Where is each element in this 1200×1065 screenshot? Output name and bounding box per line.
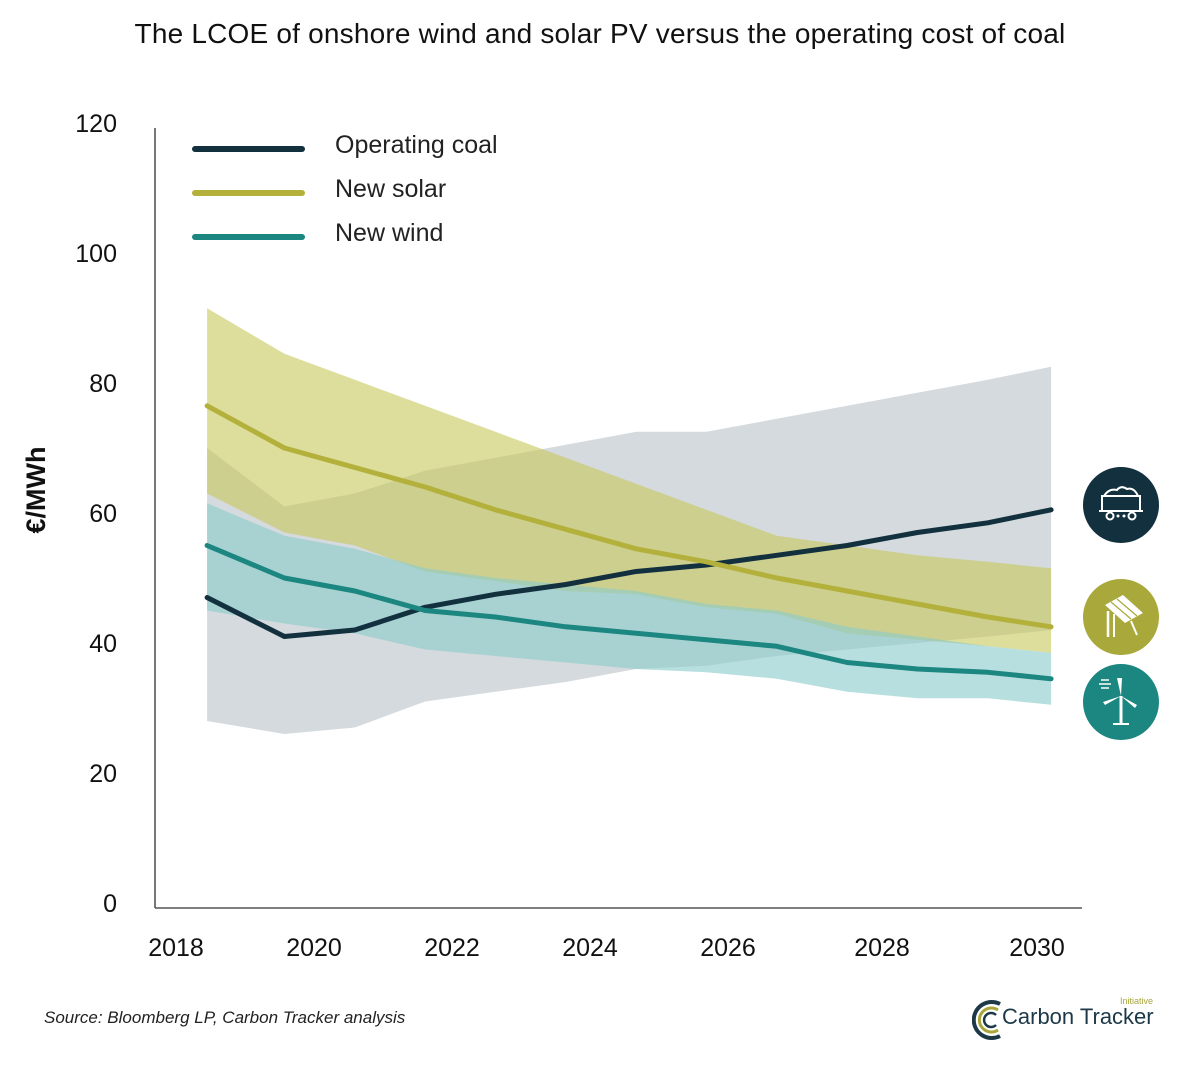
series-lines	[204, 403, 1054, 682]
carbon-tracker-logo-icon	[972, 1000, 1001, 1040]
chart-title: The LCOE of onshore wind and solar PV ve…	[134, 18, 1066, 49]
y-tick-label: 0	[103, 890, 117, 918]
coal-wagon-icon	[1083, 467, 1159, 543]
x-tick-label: 2018	[148, 934, 204, 962]
y-tick-labels: 0 20 40 60 80 100 120	[75, 110, 117, 918]
x-tick-label: 2030	[1009, 934, 1065, 962]
line-new-wind	[204, 543, 1054, 682]
y-tick-label: 80	[89, 370, 117, 398]
legend-label-new-wind: New wind	[335, 219, 443, 247]
y-tick-label: 60	[89, 500, 117, 528]
x-tick-labels: 2018 2020 2022 2024 2026 2028 2030	[148, 934, 1065, 962]
brand-logo: Carbon Tracker Initiative	[972, 996, 1172, 1044]
x-tick-label: 2028	[854, 934, 910, 962]
source-note: Source: Bloomberg LP, Carbon Tracker ana…	[44, 1008, 406, 1027]
y-tick-label: 20	[89, 760, 117, 788]
x-tick-label: 2024	[562, 934, 618, 962]
x-tick-label: 2022	[424, 934, 480, 962]
legend-label-new-solar: New solar	[335, 175, 446, 203]
line-operating-coal	[204, 507, 1054, 639]
y-axis-label: €/MWh	[21, 447, 51, 534]
y-tick-label: 120	[75, 110, 117, 138]
x-tick-label: 2020	[286, 934, 342, 962]
brand-tagline: Initiative	[1120, 996, 1154, 1006]
band-new-wind	[207, 503, 1052, 705]
y-tick-label: 100	[75, 240, 117, 268]
uncertainty-bands	[207, 308, 1052, 734]
wind-turbine-icon	[1083, 664, 1159, 740]
brand-name: Carbon Tracker	[1002, 1004, 1154, 1029]
legend: Operating coal New solar New wind	[192, 131, 498, 247]
y-tick-label: 40	[89, 630, 117, 658]
x-tick-label: 2026	[700, 934, 756, 962]
line-new-solar	[204, 403, 1054, 630]
solar-panel-icon	[1083, 579, 1159, 655]
axes	[154, 128, 1082, 909]
legend-label-operating-coal: Operating coal	[335, 131, 498, 159]
